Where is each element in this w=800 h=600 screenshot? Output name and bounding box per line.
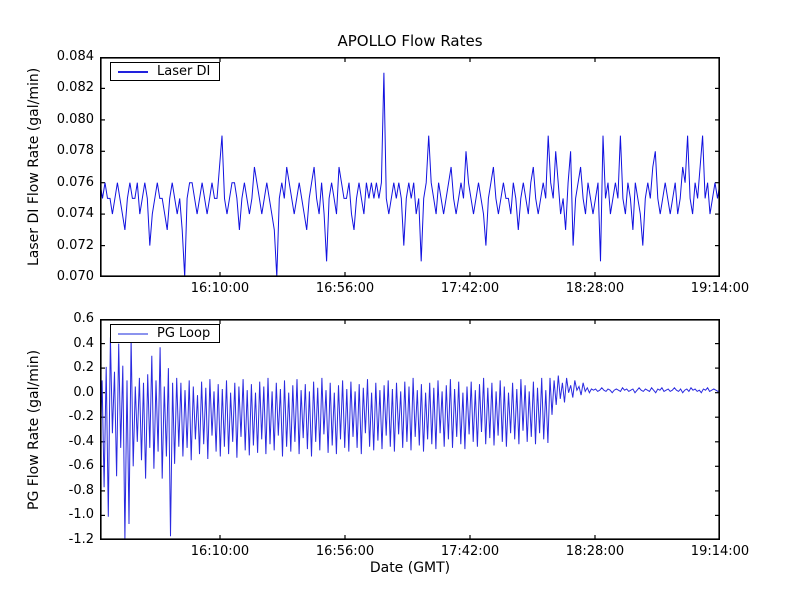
x-axis-label: Date (GMT) (369, 560, 451, 576)
x-tick-label: 17:42:00 (440, 281, 500, 296)
y-tick-label: 0.2 (73, 360, 94, 376)
y-tick-label: 0.072 (56, 237, 94, 253)
x-tick-label: 16:56:00 (315, 544, 375, 559)
pg-loop-plot-area (100, 319, 720, 540)
y-tick-label: 0.076 (56, 174, 94, 190)
y-tick-label: 0.6 (73, 311, 94, 326)
y-tick-label: 0.0 (73, 384, 94, 400)
y-tick-label: 0.082 (56, 80, 94, 96)
laser-di-plot-area (100, 57, 720, 277)
y-tick-label: -1.0 (68, 507, 94, 523)
y-tick-label: -0.2 (68, 409, 94, 425)
y-tick-label: -1.2 (68, 532, 94, 547)
pg-loop-legend-line-icon (118, 332, 148, 335)
pg-loop-legend: PG Loop (110, 324, 221, 343)
x-tick-label: 18:28:00 (565, 281, 625, 296)
x-tick-label: 16:10:00 (190, 544, 250, 559)
y-tick-label: 0.074 (56, 206, 94, 222)
y-tick-label: 0.4 (73, 335, 94, 351)
laser-di-legend: Laser DI (110, 62, 221, 81)
pg-loop-line (100, 337, 720, 540)
y-tick-label: -0.6 (68, 458, 94, 474)
y-tick-label: 0.080 (56, 111, 94, 127)
laser-di-legend-label: Laser DI (157, 64, 211, 79)
laser-di-legend-line-icon (118, 70, 148, 73)
laser-di-line (100, 72, 720, 277)
x-tick-label: 19:14:00 (690, 281, 750, 296)
x-tick-label: 17:42:00 (440, 544, 500, 559)
x-tick-label: 16:10:00 (190, 281, 250, 296)
x-tick-label: 18:28:00 (565, 544, 625, 559)
y-tick-label: -0.4 (68, 433, 94, 449)
x-tick-label: 19:14:00 (690, 544, 750, 559)
y-tick-label: -0.8 (68, 482, 94, 498)
y-tick-label: 0.070 (56, 269, 94, 284)
x-tick-label: 16:56:00 (315, 281, 375, 296)
pg-loop-legend-label: PG Loop (157, 326, 211, 341)
y-tick-label: 0.078 (56, 143, 94, 159)
chart-title: APOLLO Flow Rates (337, 32, 483, 50)
y-tick-label: 0.084 (56, 49, 94, 64)
